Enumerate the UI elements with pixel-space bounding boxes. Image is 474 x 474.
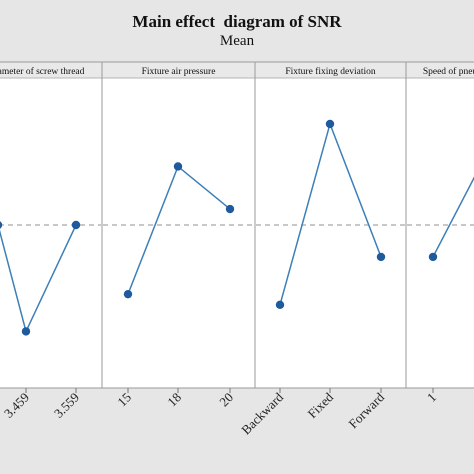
- x-tick-label: Forward: [345, 389, 387, 431]
- data-point: [71, 220, 81, 230]
- x-tick-label: 20: [216, 390, 236, 410]
- data-point: [123, 289, 133, 299]
- x-tick-label: 15: [114, 390, 134, 410]
- chart-subtitle: Mean: [219, 33, 255, 49]
- x-tick-label: 18: [164, 390, 184, 410]
- data-point: [225, 204, 235, 214]
- x-tick-label: 3.559: [51, 390, 82, 421]
- data-point: [275, 300, 285, 309]
- x-tick-label: Backward: [238, 389, 286, 437]
- x-tick-label: 3.459: [1, 390, 32, 421]
- data-point: [428, 252, 438, 262]
- data-point: [325, 119, 335, 129]
- series-line: [432, 176, 474, 258]
- panel-label: Fixture air pressure: [142, 67, 216, 77]
- data-point: [21, 327, 31, 336]
- data-point: [173, 162, 183, 171]
- x-tick-label: 1: [424, 390, 439, 405]
- data-point: [0, 221, 3, 229]
- panel-label: Fixture fixing deviation: [285, 66, 375, 77]
- x-tick-label: Fixed: [305, 389, 337, 421]
- panel-label: Speed of pneu: [423, 66, 474, 77]
- data-point: [376, 252, 386, 262]
- chart-title: Main effect diagram of SNR: [132, 12, 342, 31]
- panel-label: ameter of screw thread: [0, 66, 85, 77]
- panel-border: [405, 61, 474, 389]
